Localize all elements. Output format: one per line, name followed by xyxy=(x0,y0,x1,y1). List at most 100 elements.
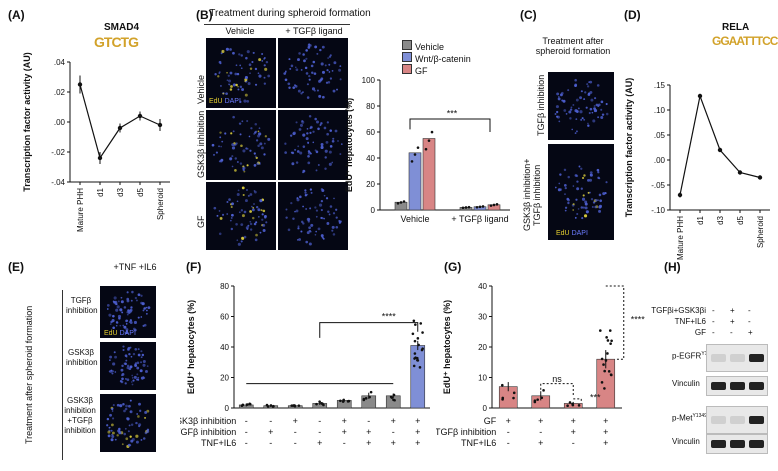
y-tick-label: -.02 xyxy=(51,148,65,157)
data-point xyxy=(246,403,249,406)
data-point xyxy=(341,400,345,403)
y-tick-label: -.04 xyxy=(51,178,65,187)
micrograph-dots xyxy=(554,165,608,220)
panel-letter-f: (F) xyxy=(186,260,202,274)
data-point xyxy=(418,366,422,369)
data-point xyxy=(697,93,703,99)
blot-vinculin-1 xyxy=(706,376,768,396)
data-point xyxy=(536,398,539,401)
y-tick-label: 0 xyxy=(483,404,488,413)
panel-b-row-vehicle: Vehicle xyxy=(196,74,206,104)
blot-band xyxy=(749,382,764,390)
data-point xyxy=(414,323,417,326)
x-tick-label: Spheroid xyxy=(756,216,765,248)
data-point xyxy=(346,400,350,403)
blot-p-met xyxy=(706,406,768,434)
y-tick-label: -.10 xyxy=(651,206,665,215)
panel-d-chart: .15 .10 .05 .00 -.05 -.10 Mature PHH d1 d3 d5 Sphe… xyxy=(624,78,770,260)
y-tick-label: 20 xyxy=(478,343,487,352)
panel-c-edu-dapi-label: EdU DAPI xyxy=(556,230,588,237)
data-point xyxy=(248,402,252,406)
data-point xyxy=(566,404,569,408)
blot-band xyxy=(730,382,745,390)
data-point xyxy=(467,205,471,209)
panel-a-title: SMAD4 xyxy=(104,22,140,33)
data-point xyxy=(415,356,419,360)
table-cell: + xyxy=(603,438,608,448)
data-point xyxy=(315,402,318,406)
x-group-label: + TGFβ ligand xyxy=(451,214,508,224)
data-point xyxy=(117,125,123,131)
data-point xyxy=(603,369,606,373)
table-cell: + xyxy=(415,427,420,437)
blot-condition-sign: - xyxy=(748,306,751,315)
panel-e-edu-dapi-label: EdU DAPI xyxy=(104,330,136,337)
data-point xyxy=(577,404,581,407)
table-cell: + xyxy=(603,427,608,437)
data-point xyxy=(606,352,609,355)
y-tick-label: 0 xyxy=(225,404,230,413)
table-cell: - xyxy=(318,416,321,426)
data-point xyxy=(393,398,396,402)
series-line xyxy=(679,93,761,196)
panel-e-row-tgfb: TGFβ inhibition xyxy=(66,296,98,315)
data-point xyxy=(413,339,417,343)
table-cell: - xyxy=(245,427,248,437)
data-point xyxy=(571,403,575,407)
y-tick-label: .05 xyxy=(654,131,666,140)
blot-condition-sign: + xyxy=(748,328,753,337)
panel-c-header: Treatment after spheroid formation xyxy=(535,36,611,56)
table-cell: + xyxy=(571,416,576,426)
y-tick-label: .02 xyxy=(54,88,66,97)
table-cell: - xyxy=(245,416,248,426)
micrograph-b-gf-vehicle xyxy=(206,182,276,250)
data-point xyxy=(392,393,396,397)
table-cell: + xyxy=(366,427,371,437)
micrograph-dots xyxy=(106,290,151,335)
panel-b-legend: Vehicle Wnt/β-catenin GF xyxy=(402,40,471,76)
significance-bracket xyxy=(319,322,419,338)
panel-b-edu-dapi-label: EdU DAPI xyxy=(209,98,241,105)
data-point xyxy=(389,395,393,399)
data-point xyxy=(410,160,414,163)
table-row-label: TGFβ inhibition xyxy=(180,427,236,437)
micrograph-e-tgfb xyxy=(100,286,156,338)
table-cell: + xyxy=(268,427,273,437)
table-row-label: GF xyxy=(484,416,497,426)
blot-label: Vinculin xyxy=(672,379,700,388)
micrograph-dots xyxy=(283,43,342,99)
blot-label: Vinculin xyxy=(672,437,700,446)
series-line xyxy=(79,84,161,160)
blot-condition-sign: - xyxy=(730,328,733,337)
data-point xyxy=(290,404,294,407)
panel-b-chart: 100 80 60 40 20 0 Vehicle + TGFβ ligand EdU⁺ hep… xyxy=(344,76,510,224)
data-point xyxy=(430,130,434,134)
data-point xyxy=(97,155,103,161)
significance-bracket xyxy=(540,383,574,396)
table-cell: + xyxy=(342,416,347,426)
data-point xyxy=(600,381,604,384)
panel-letter-h: (H) xyxy=(664,260,681,274)
legend-item-gf: GF xyxy=(402,64,471,76)
blot-condition-sign: - xyxy=(712,306,715,315)
data-point xyxy=(481,205,485,208)
blot-condition-sign: - xyxy=(712,317,715,326)
x-tick-label: d1 xyxy=(96,187,105,196)
data-point xyxy=(501,398,504,401)
blot-condition-label: GF xyxy=(694,328,706,337)
table-cell: - xyxy=(539,427,542,437)
data-point xyxy=(77,82,83,87)
x-tick-label: Mature PHH xyxy=(76,188,85,232)
panel-letter-e: (E) xyxy=(8,260,24,274)
table-cell: + xyxy=(366,438,371,448)
data-point xyxy=(475,205,479,209)
panel-letter-g: (G) xyxy=(444,260,462,274)
blot-band xyxy=(730,440,745,448)
significance-label: *** xyxy=(447,108,458,118)
micrograph-b-gf-tgfb xyxy=(278,182,348,250)
blot-vinculin-2 xyxy=(706,434,768,454)
y-tick-label: 60 xyxy=(220,313,229,322)
significance-label: *** xyxy=(590,392,601,402)
data-point xyxy=(318,400,321,403)
